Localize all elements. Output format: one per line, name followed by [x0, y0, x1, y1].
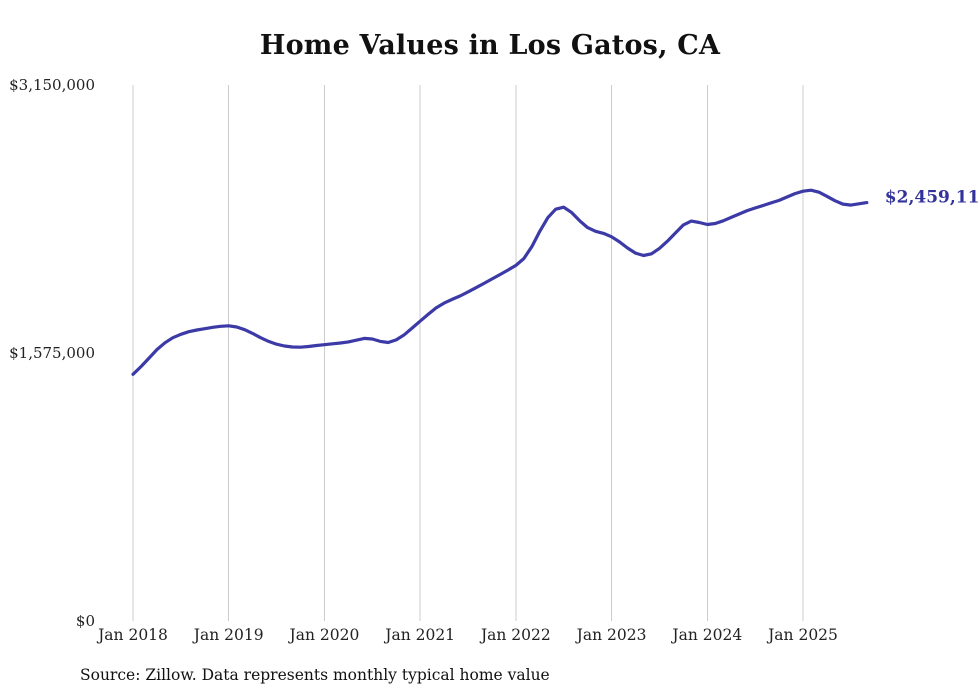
chart-title: Home Values in Los Gatos, CA [259, 30, 721, 61]
x-tick-label: Jan 2025 [766, 626, 838, 644]
y-tick-label: $0 [76, 612, 95, 630]
end-value-label: $2,459,113 [885, 188, 980, 208]
value-line [131, 188, 869, 376]
source-note: Source: Zillow. Data represents monthly … [80, 666, 550, 684]
x-tick-label: Jan 2018 [96, 626, 168, 644]
x-tick-label: Jan 2019 [192, 626, 264, 644]
x-tick-label: Jan 2021 [383, 626, 455, 644]
x-tick-label: Jan 2020 [288, 626, 360, 644]
y-tick-label: $3,150,000 [9, 76, 95, 94]
x-tick-label: Jan 2023 [575, 626, 647, 644]
x-tick-label: Jan 2022 [479, 626, 551, 644]
x-tick-label: Jan 2024 [670, 626, 742, 644]
y-tick-label: $1,575,000 [9, 344, 95, 362]
